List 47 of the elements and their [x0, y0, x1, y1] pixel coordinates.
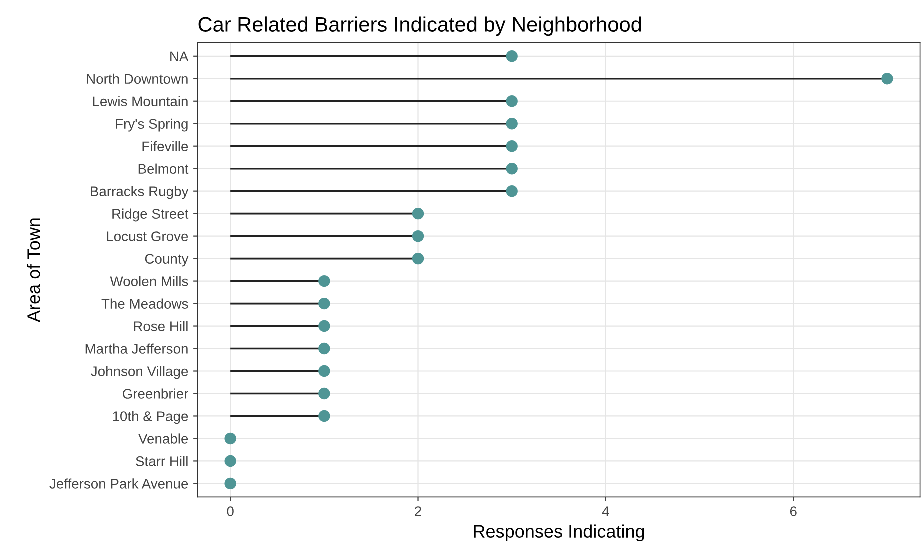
point: [506, 118, 518, 130]
point: [318, 365, 330, 378]
x-tick-label: 4: [602, 506, 610, 516]
y-tick-label: Ridge Street: [112, 208, 189, 222]
y-tick-label: Barracks Rugby: [91, 186, 189, 200]
point: [318, 342, 330, 355]
y-tick-label: Starr Hill: [136, 456, 188, 466]
y-tick-label: Fifeville: [142, 141, 188, 152]
y-tick-label: Greenbrier: [123, 388, 188, 399]
y-tick-label: Venable: [138, 434, 188, 444]
point: [318, 298, 330, 310]
point: [882, 73, 894, 85]
y-tick-label: Locust Grove: [107, 232, 188, 242]
x-tick-label: 0: [227, 506, 234, 516]
point: [506, 140, 518, 152]
point: [318, 410, 330, 422]
y-tick-label: Martha Jefferson: [86, 344, 188, 354]
point: [506, 96, 518, 108]
point: [412, 252, 424, 265]
point: [412, 208, 424, 220]
x-tick-label: 6: [790, 506, 797, 516]
y-tick-label: Jefferson Park Avenue: [50, 478, 188, 489]
x-tick-label: 2: [415, 506, 422, 516]
point: [506, 163, 518, 175]
point: [224, 478, 236, 490]
y-axis-title: Area of Town: [27, 218, 40, 323]
y-tick-label: County: [145, 254, 189, 267]
point: [506, 50, 518, 62]
y-tick-label: Johnson Village: [91, 366, 188, 380]
y-tick-label: Rose Hill: [134, 321, 188, 332]
y-tick-label: The Meadows: [102, 298, 188, 309]
point: [506, 185, 518, 198]
chart-title: Car Related Barriers Indicated by Neighborhood: [198, 16, 642, 36]
point: [224, 432, 236, 445]
point: [318, 388, 330, 400]
y-tick-label: NA: [170, 52, 189, 62]
point: [224, 455, 236, 468]
y-tick-label: Woolen Mills: [110, 276, 188, 286]
point: [318, 275, 330, 288]
y-tick-label: Belmont: [138, 164, 189, 174]
point: [412, 230, 424, 242]
y-tick-label: Lewis Mountain: [93, 96, 188, 107]
y-tick-label: North Downtown: [87, 74, 188, 84]
y-tick-label: 10th & Page: [113, 411, 188, 424]
point: [318, 320, 330, 332]
y-tick-label: Fry's Spring: [116, 118, 188, 132]
x-axis-title: Responses Indicating: [474, 524, 644, 542]
